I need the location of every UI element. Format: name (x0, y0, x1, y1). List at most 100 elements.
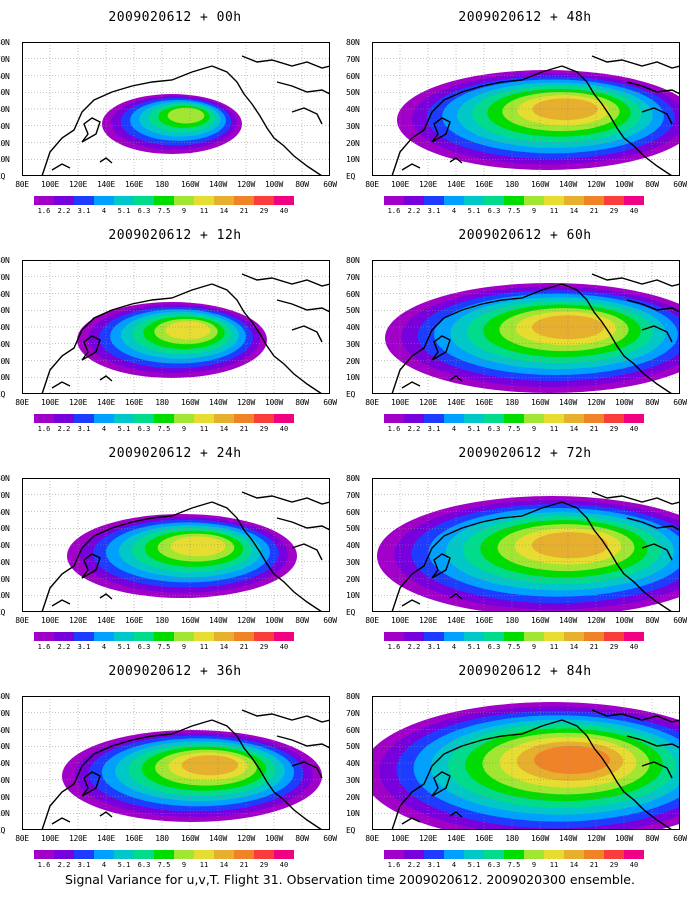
colorbar-label: 2.2 (407, 425, 421, 433)
colorbar-label: 1.6 (387, 207, 401, 215)
map-area (22, 696, 330, 830)
colorbar-swatch (94, 850, 114, 859)
colorbar-swatch (464, 632, 484, 641)
longitude-label: 80W (295, 180, 309, 189)
latitude-label: EQ (346, 172, 356, 181)
colorbar-label: 6.3 (487, 207, 501, 215)
colorbar-label: 14 (569, 425, 579, 433)
colorbar-label: 29 (259, 643, 269, 651)
latitude-label: 30N (346, 557, 360, 567)
latitude-label: 20N (346, 138, 360, 148)
colorbar (384, 850, 644, 859)
coastline (591, 709, 680, 723)
colorbar-swatch (234, 196, 254, 205)
colorbar-swatch (174, 414, 194, 423)
colorbar-label: 7.5 (507, 425, 521, 433)
coastline (41, 719, 213, 830)
map-svg (22, 260, 330, 394)
colorbar-label: 1.6 (387, 861, 401, 869)
latitude-label: 60N (0, 725, 10, 735)
colorbar-label: 5.1 (467, 207, 481, 215)
coastline (449, 157, 463, 164)
colorbar-label: 14 (219, 643, 229, 651)
colorbar-label: 3.1 (77, 425, 91, 433)
coastline (81, 553, 101, 579)
panel-title: 2009020612 + 24h (108, 446, 242, 461)
colorbar-swatch (444, 414, 464, 423)
coastline (41, 501, 213, 612)
longitude-label: 140W (558, 616, 578, 625)
latitude-label: 70N (0, 490, 10, 500)
colorbar-label: 4 (101, 425, 107, 433)
longitude-label: 160E (474, 180, 494, 189)
colorbar-swatch (154, 414, 174, 423)
longitude-label: 140E (446, 616, 466, 625)
colorbar-label: 1.6 (37, 861, 51, 869)
colorbar-swatch (154, 632, 174, 641)
longitude-label: 100W (264, 398, 284, 407)
colorbar-label: 2.2 (407, 861, 421, 869)
latitude-label: 10N (0, 809, 10, 819)
colorbar-label: 14 (569, 207, 579, 215)
latitude-label: 60N (346, 71, 360, 81)
longitude-label: 80W (295, 834, 309, 843)
colorbar-swatch (174, 196, 194, 205)
latitude-label: 10N (346, 155, 360, 165)
latitude-label: 60N (346, 507, 360, 517)
colorbar-label: 29 (259, 207, 269, 215)
longitude-label: 80E (365, 180, 379, 189)
latitude-label: 80N (0, 474, 10, 483)
colorbar-label: 14 (219, 861, 229, 869)
colorbar-swatch (604, 196, 624, 205)
latitude-label: 60N (0, 507, 10, 517)
longitude-label: 160W (530, 398, 550, 407)
colorbar-label: 5.1 (117, 425, 131, 433)
coastline (431, 771, 451, 797)
coastline (391, 501, 563, 612)
longitude-label: 80E (365, 398, 379, 407)
map-svg (22, 696, 330, 830)
colorbar-swatch (194, 196, 214, 205)
colorbar-swatch (424, 850, 444, 859)
longitude-label: 60W (323, 616, 337, 625)
colorbar-swatch (484, 414, 504, 423)
coastline (51, 599, 71, 607)
colorbar-label: 6.3 (137, 643, 151, 651)
longitude-label: 100W (614, 398, 634, 407)
colorbar-label: 9 (531, 643, 537, 651)
colorbar-label: 6.3 (487, 861, 501, 869)
longitude-label: 140W (558, 834, 578, 843)
coastline (99, 157, 113, 164)
map-svg (372, 478, 680, 612)
latitude-label: 10N (0, 155, 10, 165)
coastline (81, 771, 101, 797)
coastline (391, 65, 563, 176)
map-svg (372, 696, 680, 830)
coastline (41, 283, 213, 394)
colorbar-swatch (564, 414, 584, 423)
colorbar-label: 5.1 (117, 861, 131, 869)
colorbar (34, 632, 294, 641)
longitude-label: 120W (236, 398, 256, 407)
coastline (99, 375, 113, 382)
latitude-label: 10N (0, 591, 10, 601)
colorbar-swatch (504, 850, 524, 859)
longitude-label: 120E (418, 398, 438, 407)
panel-grid: 2009020612 + 00h 80N 70N 60N 50N 40N 30N 20N 10N… (0, 10, 687, 869)
latitude-label: 50N (0, 88, 10, 98)
colorbar-label: 9 (181, 861, 187, 869)
colorbar-label: 7.5 (507, 207, 521, 215)
latitude-label: 70N (346, 54, 360, 64)
colorbar-swatch (384, 414, 404, 423)
longitude-label: 60W (673, 834, 687, 843)
longitude-label: 100E (40, 616, 60, 625)
latitude-label: 70N (0, 54, 10, 64)
latitude-label: 30N (0, 557, 10, 567)
longitude-label: 140E (96, 398, 116, 407)
colorbar-swatch (254, 850, 274, 859)
colorbar-swatch (504, 196, 524, 205)
longitude-label: 160E (474, 834, 494, 843)
longitude-label: 140W (208, 398, 228, 407)
colorbar-swatch (134, 632, 154, 641)
colorbar-swatch (544, 414, 564, 423)
